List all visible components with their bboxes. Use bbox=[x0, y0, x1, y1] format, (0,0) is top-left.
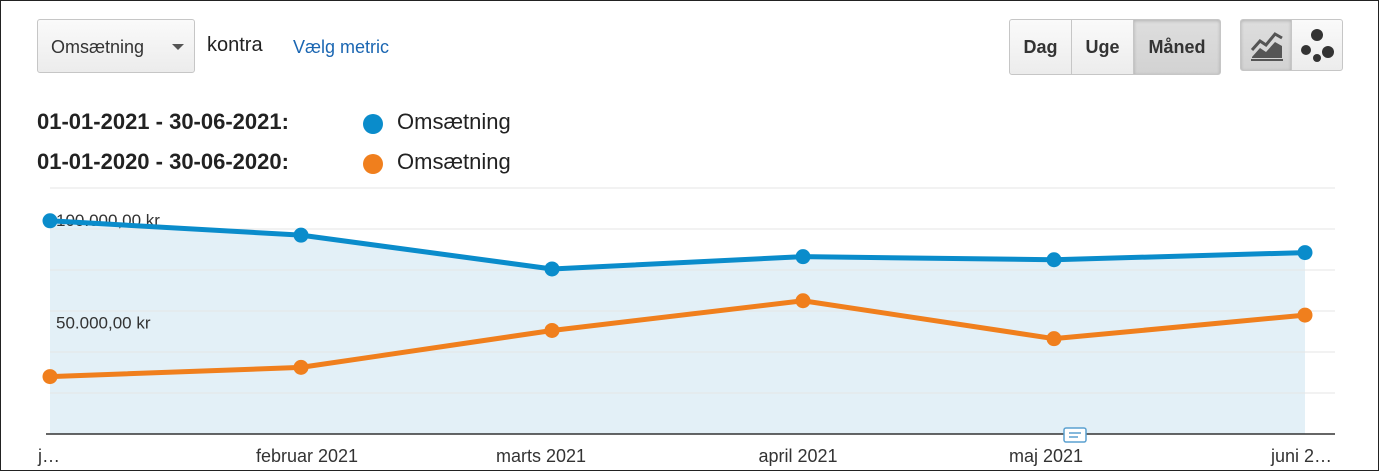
data-point-current bbox=[1046, 252, 1062, 268]
series-line-previous bbox=[49, 298, 1306, 380]
series-line-current bbox=[49, 218, 1306, 272]
granularity-month-button[interactable]: Måned bbox=[1133, 19, 1221, 75]
data-point-previous bbox=[1297, 307, 1313, 323]
data-point-previous bbox=[1046, 331, 1062, 347]
chevron-down-icon bbox=[172, 44, 184, 50]
data-point-previous bbox=[293, 359, 309, 375]
data-point-current bbox=[42, 213, 58, 229]
x-tick-label: j… bbox=[37, 446, 60, 466]
x-tick-label: maj 2021 bbox=[1009, 446, 1083, 466]
motion-chart-icon bbox=[1301, 29, 1334, 62]
legend-range-previous: 01-01-2020 - 30-06-2020: bbox=[37, 149, 289, 174]
metric-dropdown[interactable]: Omsætning bbox=[37, 19, 195, 73]
x-tick-label: april 2021 bbox=[758, 446, 837, 466]
series-area-current bbox=[50, 220, 1305, 434]
data-point-previous bbox=[544, 322, 560, 338]
line-chart-view-button[interactable] bbox=[1240, 19, 1292, 71]
x-tick-label: juni 2… bbox=[1270, 446, 1332, 466]
data-point-previous bbox=[795, 293, 811, 309]
granularity-week-button[interactable]: Uge bbox=[1071, 19, 1134, 75]
legend-series-current: Omsætning bbox=[397, 109, 511, 134]
legend-series-previous: Omsætning bbox=[397, 149, 511, 174]
data-point-current bbox=[1297, 245, 1313, 261]
y-tick-label: 50.000,00 kr bbox=[56, 314, 151, 333]
legend-dot-previous bbox=[363, 154, 383, 174]
data-point-previous bbox=[42, 369, 58, 385]
line-chart-icon bbox=[1250, 32, 1283, 61]
data-point-current bbox=[795, 249, 811, 265]
metric-dropdown-label: Omsætning bbox=[51, 37, 145, 57]
data-point-current bbox=[293, 227, 309, 243]
data-point-current bbox=[544, 261, 560, 277]
choose-metric-link[interactable]: Vælg metric bbox=[293, 37, 390, 57]
x-tick-label: marts 2021 bbox=[496, 446, 586, 466]
motion-chart-view-button[interactable] bbox=[1291, 19, 1343, 71]
legend-dot-current bbox=[363, 114, 383, 134]
kontra-label: kontra bbox=[207, 34, 263, 56]
x-tick-label: februar 2021 bbox=[256, 446, 358, 466]
annotation-icon bbox=[1063, 427, 1087, 443]
legend-range-current: 01-01-2021 - 30-06-2021: bbox=[37, 109, 289, 134]
granularity-day-button[interactable]: Dag bbox=[1009, 19, 1072, 75]
